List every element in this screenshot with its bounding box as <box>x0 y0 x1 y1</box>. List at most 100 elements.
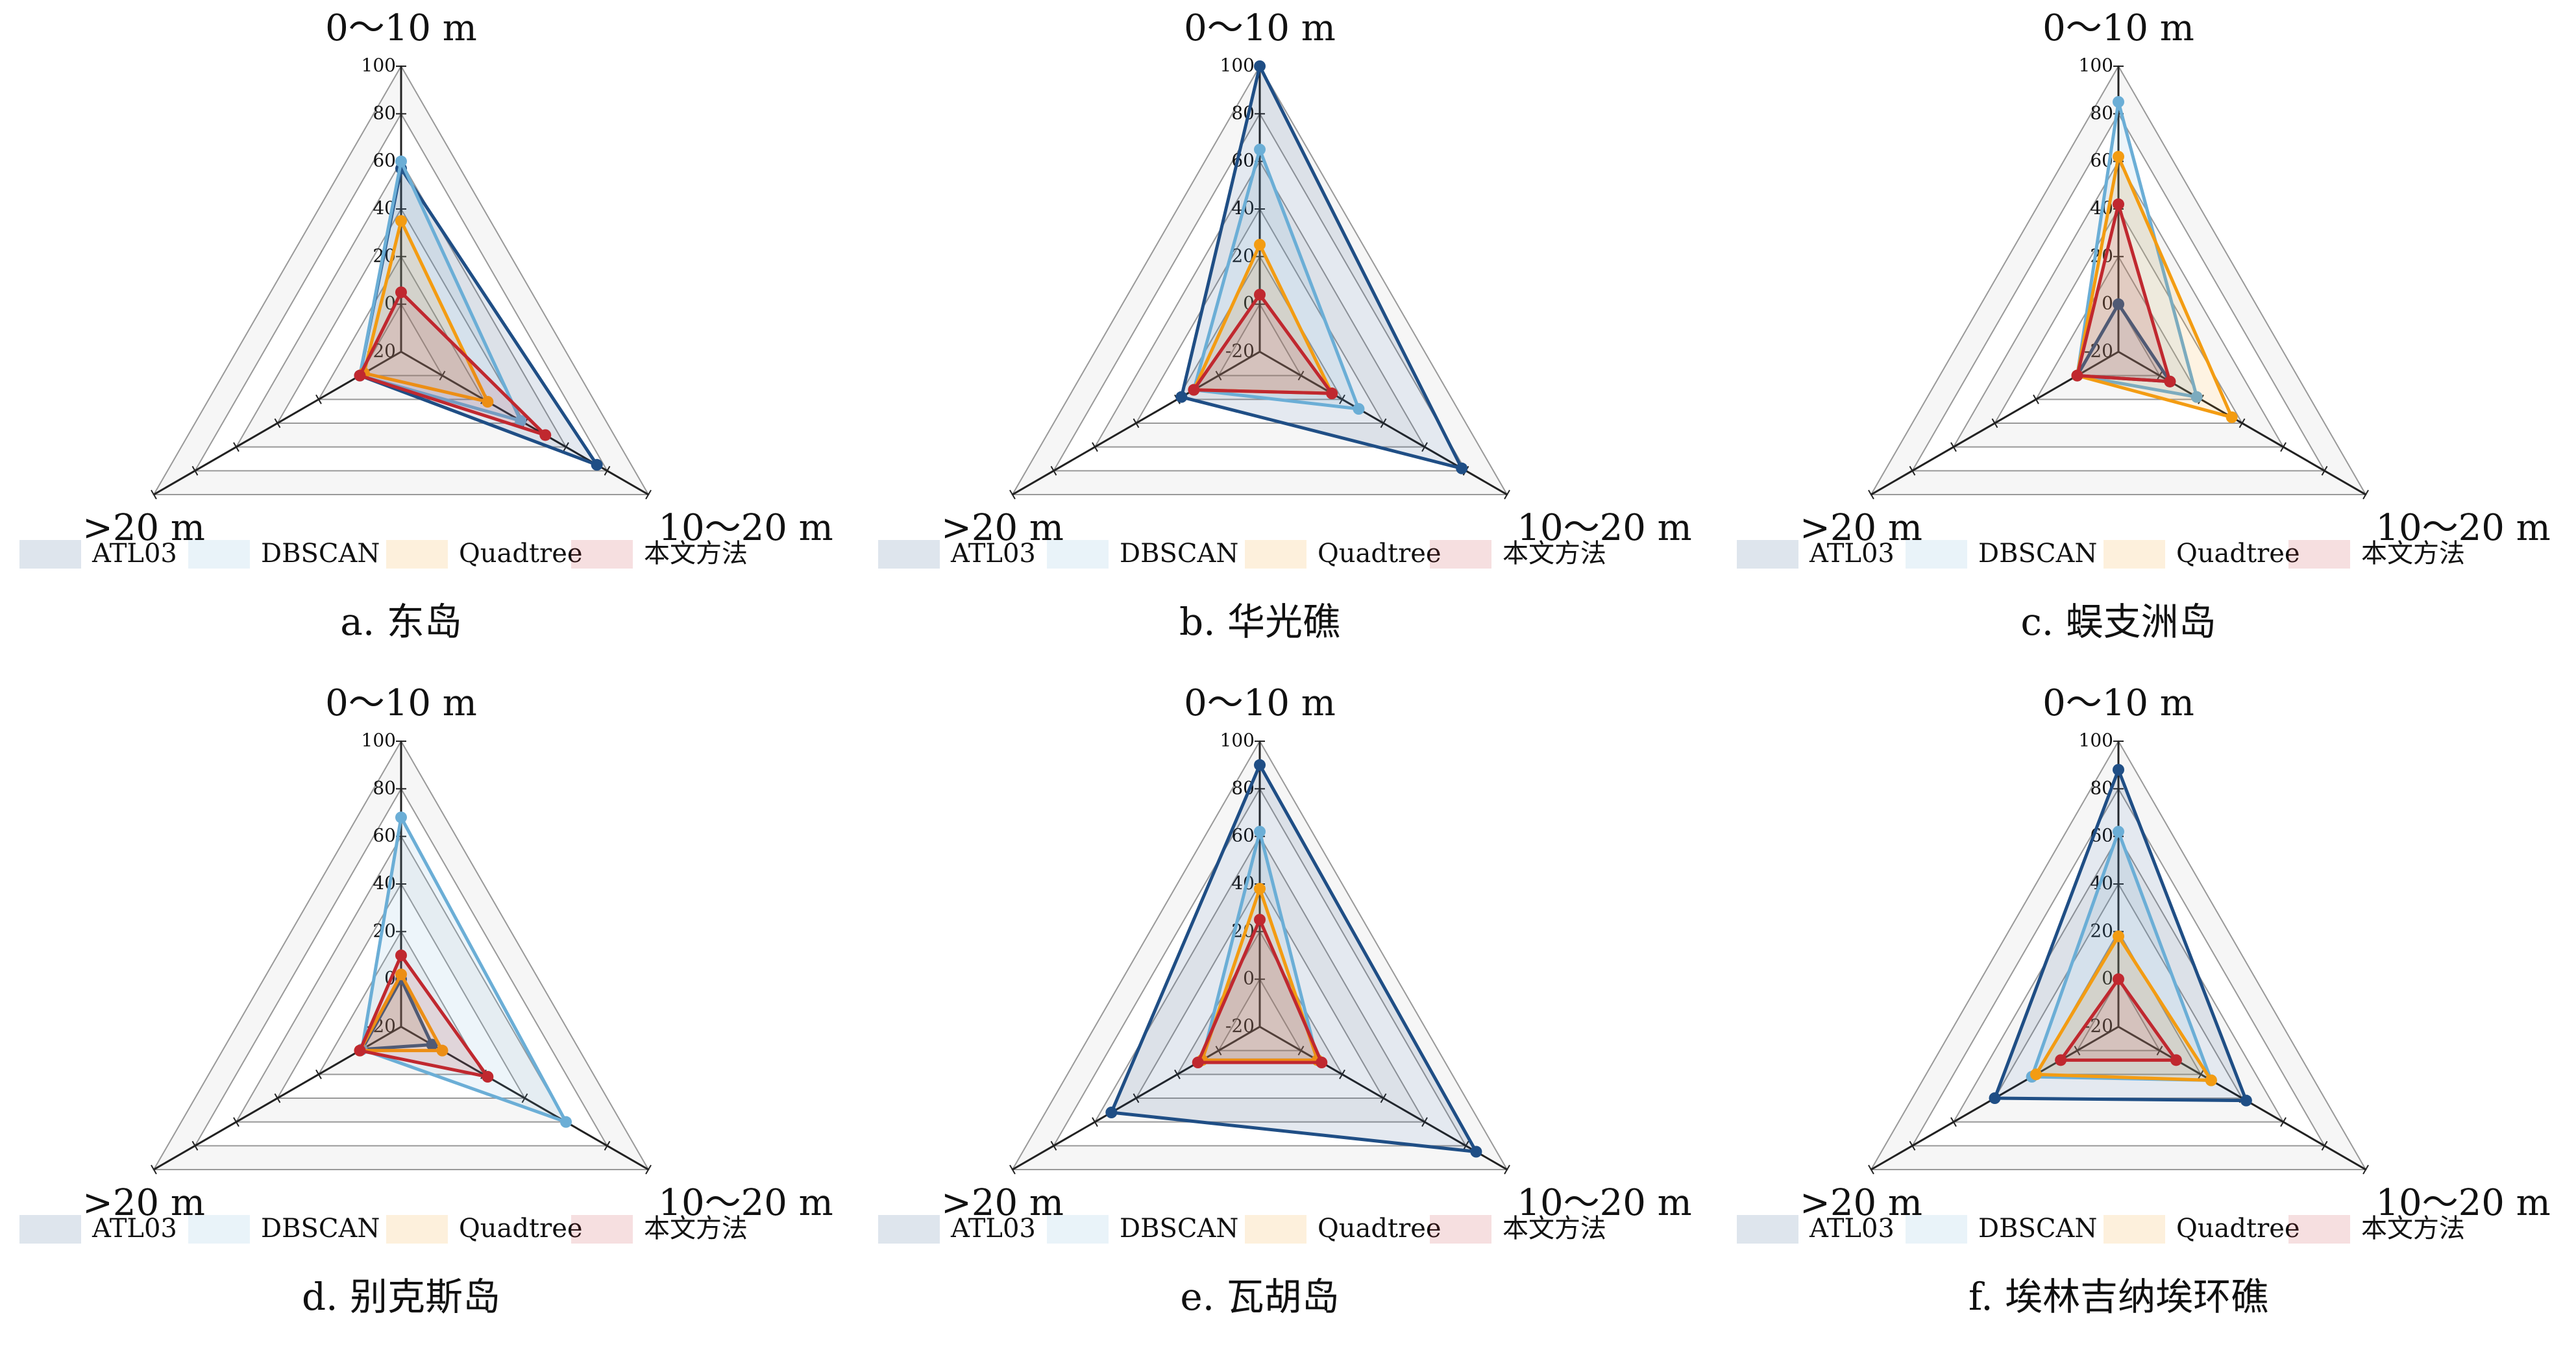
legend-swatch <box>1737 540 1798 569</box>
radar-chart: -200204060801000～10 m10～20 m>20 mATL03DB… <box>1737 682 2551 1319</box>
legend-swatch <box>878 540 940 569</box>
data-point <box>2113 96 2124 108</box>
tick-label: 100 <box>362 730 396 751</box>
axis-tick <box>1050 1140 1057 1151</box>
data-point <box>1254 289 1266 301</box>
series-polygon <box>1196 918 1323 1064</box>
legend-swatch <box>2104 1215 2165 1244</box>
tick-label: 100 <box>2079 55 2113 76</box>
axis-tick <box>2280 442 2287 452</box>
radar-chart: -200204060801000～10 m10～20 m>20 mATL03DB… <box>19 7 833 644</box>
axis-tick <box>1215 1046 1222 1056</box>
radar-panel-4: -200204060801000～10 m10～20 m>20 mATL03DB… <box>0 675 859 1350</box>
data-point <box>1316 1057 1328 1068</box>
legend-label: Quadtree <box>1318 1214 1441 1244</box>
data-point <box>2113 298 2124 310</box>
radar-chart: -200204060801000～10 m10～20 m>20 mATL03DB… <box>878 7 1692 644</box>
legend-label: ATL03 <box>950 1214 1036 1244</box>
series-polygon <box>360 815 568 1124</box>
axis-label-right: 10～20 m <box>2375 1182 2550 1224</box>
axis-tick <box>1380 1093 1387 1103</box>
panel-caption: b. 华光礁 <box>1179 600 1340 644</box>
axis-tick <box>1462 1140 1469 1151</box>
legend-label: ATL03 <box>92 1214 177 1244</box>
legend-label: 本文方法 <box>2361 539 2465 569</box>
data-point <box>560 1116 572 1128</box>
legend-label: ATL03 <box>950 539 1036 569</box>
data-point <box>1326 387 1338 400</box>
legend-swatch <box>19 1215 81 1244</box>
legend-label: DBSCAN <box>1978 539 2097 569</box>
axis-label-top: 0～10 m <box>2042 682 2194 724</box>
axis-tick <box>1421 442 1428 452</box>
data-point <box>395 811 407 824</box>
axis-tick <box>1050 465 1057 476</box>
legend-label: ATL03 <box>92 539 177 569</box>
axis-tick <box>1215 371 1222 381</box>
data-point <box>1470 1146 1482 1158</box>
tick-label: -20 <box>1225 340 1255 362</box>
tick-label: 60 <box>373 150 396 171</box>
data-point <box>2240 1094 2252 1107</box>
data-point <box>2170 1054 2182 1066</box>
axis-tick <box>1909 1140 1916 1151</box>
legend-label: DBSCAN <box>1978 1214 2097 1244</box>
legend-label: ATL03 <box>1809 539 1895 569</box>
legend-label: Quadtree <box>459 1214 583 1244</box>
tick-label: 100 <box>2079 730 2113 751</box>
legend-label: 本文方法 <box>644 1214 748 1244</box>
legend-label: ATL03 <box>1809 1214 1895 1244</box>
axis-tick <box>1868 489 1874 500</box>
panel-caption: e. 瓦胡岛 <box>1180 1275 1339 1319</box>
axis-tick <box>563 442 569 452</box>
legend-swatch <box>1245 1215 1306 1244</box>
axis-label-left: >20 m <box>941 1182 1064 1224</box>
data-point <box>2190 391 2203 403</box>
radar-panel-2: -200204060801000～10 m10～20 m>20 mATL03DB… <box>859 0 1717 675</box>
axis-tick <box>315 1069 322 1079</box>
legend-swatch <box>2104 540 2165 569</box>
legend-swatch <box>1737 1215 1798 1244</box>
tick-label: 60 <box>373 825 396 846</box>
series-polygon <box>362 219 489 404</box>
radar-panel-1: -200204060801000～10 m10～20 m>20 mATL03DB… <box>0 0 859 675</box>
data-point <box>2030 1068 2042 1081</box>
tick-label: 40 <box>1231 872 1255 894</box>
axis-tick <box>1504 489 1510 500</box>
axis-label-right: 10～20 m <box>658 1182 833 1224</box>
data-point <box>395 286 407 299</box>
axis-tick <box>1504 1164 1510 1175</box>
panel-caption: d. 别克斯岛 <box>302 1275 500 1319</box>
axis-tick <box>645 1164 652 1175</box>
legend-swatch <box>571 540 633 569</box>
axis-tick <box>1009 1164 1016 1175</box>
panel-caption: f. 埃林吉纳埃环礁 <box>1969 1275 2268 1319</box>
axis-label-top: 0～10 m <box>1184 7 1336 49</box>
axis-tick <box>1133 418 1140 428</box>
data-point <box>395 950 407 961</box>
data-point <box>1989 1092 2001 1104</box>
series-polygon <box>358 953 489 1079</box>
axis-tick <box>1092 442 1098 452</box>
legend-label: DBSCAN <box>261 539 380 569</box>
axis-tick <box>2198 1069 2204 1079</box>
data-point <box>1188 384 1200 396</box>
tick-label: 60 <box>1231 825 1255 846</box>
series-polygon <box>2059 977 2178 1062</box>
data-point <box>1254 239 1266 251</box>
tick-label: 100 <box>362 55 396 76</box>
axis-label-top: 0～10 m <box>325 7 477 49</box>
tick-label: 0 <box>1243 968 1255 989</box>
tick-label: 0 <box>2102 293 2113 314</box>
axis-tick <box>2321 465 2328 476</box>
axis-tick <box>2156 1046 2163 1056</box>
legend-swatch <box>188 1215 250 1244</box>
data-point <box>591 459 603 471</box>
data-point <box>395 215 407 227</box>
data-point <box>2113 826 2124 838</box>
axis-label-left: >20 m <box>1800 507 1922 549</box>
axis-tick <box>2280 1117 2287 1127</box>
panel-caption: c. 蜈支洲岛 <box>2020 600 2216 644</box>
axis-tick <box>604 465 611 476</box>
data-point <box>2113 764 2124 776</box>
